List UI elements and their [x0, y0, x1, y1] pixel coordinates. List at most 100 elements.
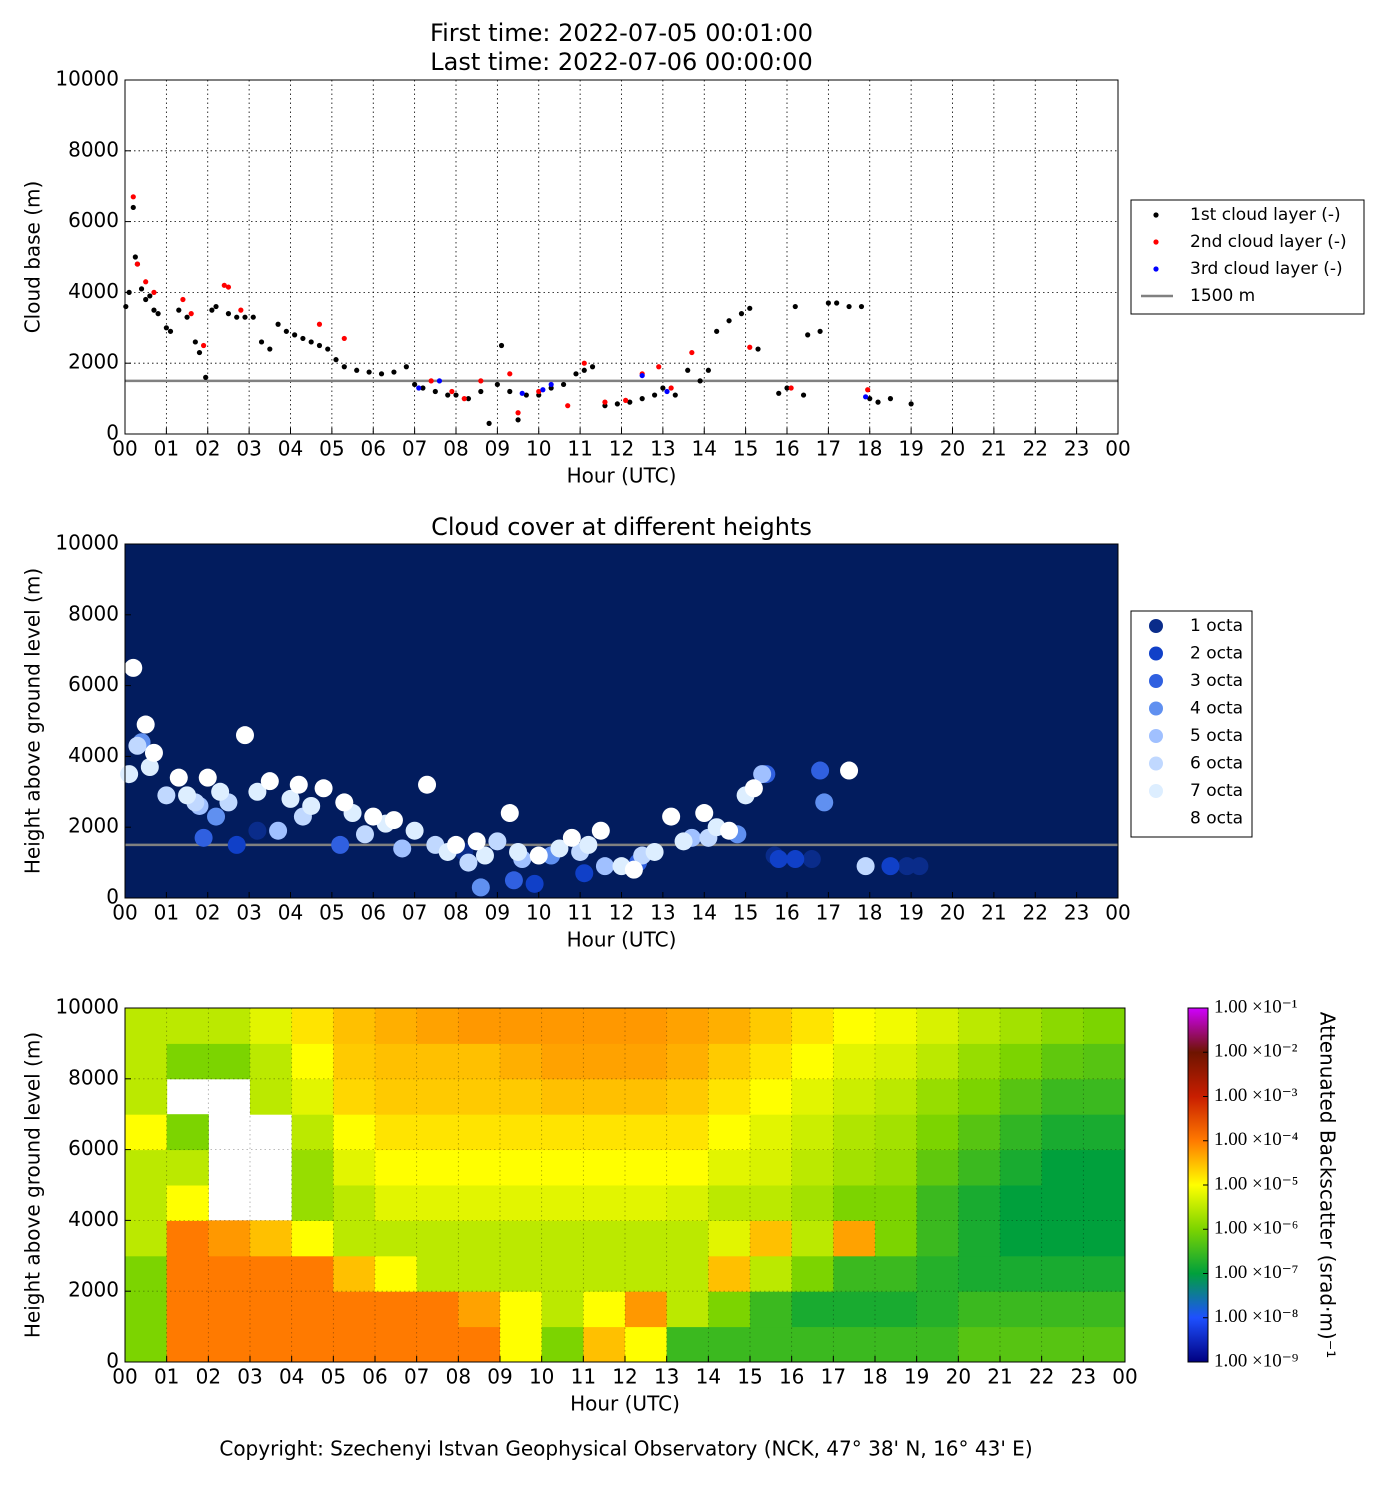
heatmap-cell [750, 1008, 793, 1044]
heatmap-cell [1041, 1220, 1084, 1257]
data-point [498, 342, 505, 349]
heatmap-cell [375, 1149, 418, 1186]
heatmap-cell [208, 1220, 251, 1257]
heatmap-cell [791, 1220, 834, 1257]
data-point [529, 846, 548, 865]
data-point [494, 381, 500, 388]
heatmap-cell [916, 1326, 959, 1363]
colorbar-tick-label: 1.00 ×10⁻⁷ [1214, 1262, 1298, 1283]
x-tick-label: 16 [774, 901, 799, 925]
heatmap-cell [583, 1326, 626, 1363]
heatmap-cell [750, 1255, 793, 1292]
heatmap-cell [250, 1078, 293, 1115]
heatmap-cell [500, 1149, 543, 1186]
y-tick-label: 6000 [68, 1136, 119, 1160]
data-point [275, 321, 281, 327]
data-point [792, 303, 798, 310]
data-point [221, 282, 227, 288]
heatmap-cell [916, 1220, 959, 1257]
heatmap-cell [541, 1149, 584, 1186]
data-point [744, 779, 763, 798]
heatmap-cell [625, 1043, 668, 1080]
data-point [753, 765, 772, 784]
x-tick-label: 15 [733, 901, 758, 925]
data-point [201, 342, 207, 349]
data-point [341, 364, 347, 370]
data-point [184, 314, 190, 320]
data-point [248, 821, 267, 840]
x-axis-label: Hour (UTC) [567, 928, 677, 952]
heatmap-cell [333, 1078, 376, 1115]
x-tick-label: 07 [404, 1365, 429, 1389]
x-tick-label: 03 [237, 1365, 262, 1389]
data-point [403, 364, 409, 370]
data-point [478, 388, 484, 395]
data-point [685, 367, 691, 373]
heatmap-cell [750, 1078, 793, 1115]
data-point [341, 335, 347, 342]
heatmap-cell [291, 1078, 334, 1115]
data-point [250, 314, 256, 320]
heatmap-cell [958, 1114, 1001, 1151]
heatmap-cell [458, 1326, 501, 1363]
x-tick-label: 19 [898, 901, 923, 925]
data-point [589, 364, 596, 370]
heatmap-cell [583, 1043, 626, 1080]
heatmap-cell [625, 1149, 668, 1186]
data-point [910, 857, 929, 876]
heatmap-cell [958, 1185, 1001, 1221]
y-tick-label: 0 [106, 421, 119, 445]
x-tick-label: 03 [236, 437, 261, 461]
colorbar-tick-label: 1.00 ×10⁻² [1214, 1041, 1298, 1062]
data-point [815, 793, 834, 812]
heatmap-cell [625, 1220, 668, 1257]
data-point [863, 394, 869, 400]
heatmap-cell [333, 1043, 376, 1080]
chart-title: Last time: 2022-07-06 00:00:00 [430, 48, 812, 76]
heatmap-cell [166, 1114, 209, 1151]
heatmap-cell [833, 1149, 876, 1186]
data-point [234, 314, 240, 320]
data-point [242, 314, 248, 320]
legend-label: 8 octa [1190, 809, 1243, 829]
y-axis-label: Cloud base (m) [21, 181, 45, 334]
heatmap-cell [250, 1043, 293, 1080]
data-point [354, 367, 360, 373]
x-tick-label: 10 [526, 437, 551, 461]
heatmap-cell [750, 1291, 793, 1328]
heatmap-cell [833, 1078, 876, 1115]
legend-marker [1149, 784, 1163, 798]
heatmap-cell [416, 1114, 459, 1151]
heatmap-cell [583, 1114, 626, 1151]
colorbar-tick-label: 1.00 ×10⁻⁹ [1214, 1350, 1299, 1371]
data-point [416, 385, 422, 391]
data-point [120, 765, 139, 784]
data-point [867, 396, 873, 402]
x-tick-label: 09 [485, 901, 510, 925]
legend-label: 2nd cloud layer (-) [1190, 232, 1347, 252]
x-tick-label: 10 [526, 901, 551, 925]
x-tick-label: 16 [774, 437, 799, 461]
data-point [660, 385, 666, 391]
data-point [260, 772, 279, 791]
data-point [445, 392, 451, 398]
heatmap-cell [916, 1043, 959, 1080]
legend-label: 3 octa [1190, 671, 1243, 691]
y-tick-label: 4000 [68, 279, 119, 303]
heatmap-cell [541, 1008, 584, 1044]
heatmap-cell [250, 1326, 293, 1363]
data-point [602, 399, 608, 405]
heatmap-cell [875, 1114, 918, 1151]
x-tick-label: 03 [236, 901, 261, 925]
heatmap-cell [1041, 1185, 1084, 1221]
data-point [355, 825, 374, 844]
data-point [769, 850, 788, 869]
heatmap-cell [291, 1220, 334, 1257]
heatmap-cell [1000, 1043, 1043, 1080]
heatmap-cell [375, 1220, 418, 1257]
heatmap-cell [166, 1291, 209, 1328]
data-point [128, 736, 147, 755]
heatmap-cell [125, 1220, 168, 1257]
y-tick-label: 0 [106, 1349, 119, 1373]
data-point [624, 860, 643, 879]
